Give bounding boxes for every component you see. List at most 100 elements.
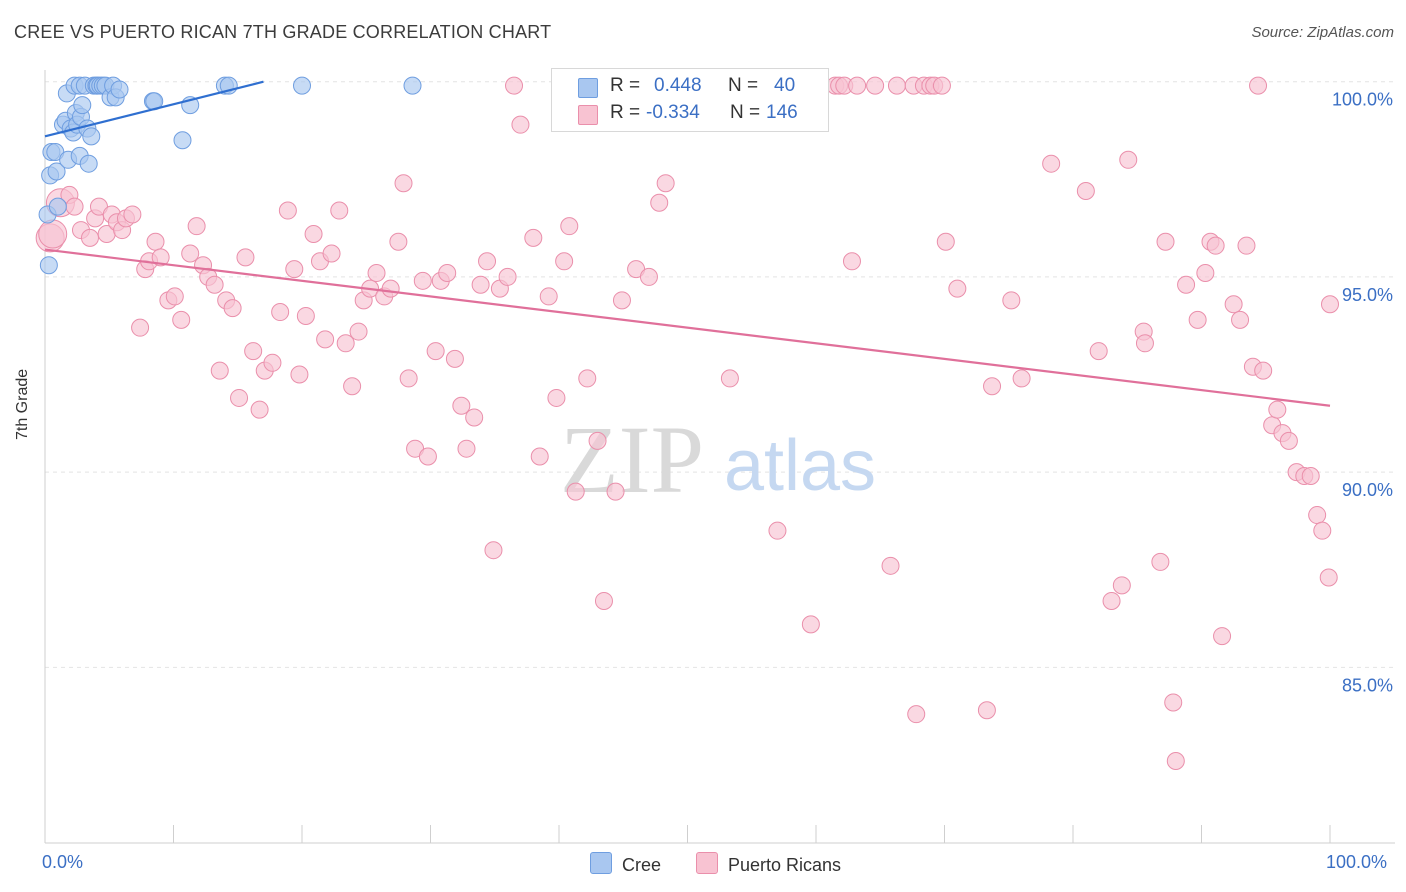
puerto-ricans-point [1268,400,1287,419]
puerto-ricans-point [1151,552,1170,571]
puerto-ricans-point [1213,627,1232,646]
puerto-ricans-point [146,232,165,251]
puerto-ricans-n-value: 146 [766,102,798,123]
x-max-label: 100.0% [1326,852,1388,872]
puerto-ricans-point [1206,236,1225,255]
puerto-ricans-point [250,400,269,419]
n-label: N = [728,75,759,96]
puerto-ricans-point [983,377,1002,396]
cree-point [48,197,67,216]
puerto-ricans-point [38,219,68,249]
puerto-ricans-point [801,615,820,634]
stats-legend: R = 0.448 N = 40 R = -0.334 N = 146 [551,68,829,132]
y-tick-label: 90.0% [1342,480,1393,500]
puerto-ricans-point [381,279,400,298]
cree-legend-swatch [590,852,612,874]
puerto-ricans-point [290,365,309,384]
puerto-ricans-point [465,408,484,427]
puerto-ricans-point [1112,576,1131,595]
puerto-ricans-point [452,396,471,415]
puerto-ricans-point [413,271,432,290]
puerto-ricans-point [316,330,335,349]
y-tick-label: 95.0% [1342,285,1393,305]
puerto-ricans-point [650,193,669,212]
y-tick-label: 100.0% [1332,90,1393,110]
puerto-ricans-point [426,342,445,361]
puerto-ricans-point [131,318,150,337]
puerto-ricans-point [304,224,323,243]
trend-lines [44,80,1331,407]
cree-legend-label: Cree [622,855,662,875]
puerto-ricans-point [1249,76,1268,95]
cree-point [79,154,98,173]
puerto-ricans-point [524,228,543,247]
puerto-ricans-legend-label: Puerto Ricans [728,855,842,875]
cree-point [47,162,66,181]
watermark-zip: ZIP [560,406,704,513]
puerto-ricans-point [907,705,926,724]
x-min-label: 0.0% [42,852,84,872]
cree-swatch [578,78,598,98]
n-label: N = [730,102,761,123]
puerto-ricans-point [1319,568,1338,587]
puerto-ricans-point [399,369,418,388]
r-label: R = [610,75,641,96]
puerto-ricans-point [887,76,906,95]
puerto-ricans-point [367,264,386,283]
puerto-ricans-point [594,591,613,610]
puerto-ricans-point [445,349,464,368]
cree-point [173,131,192,150]
puerto-ricans-point [1102,591,1121,610]
puerto-ricans-point [1076,182,1095,201]
puerto-ricans-point [165,287,184,306]
puerto-ricans-point [588,431,607,450]
y-tick-label: 85.0% [1342,675,1393,695]
cree-point [39,256,58,275]
puerto-ricans-point [720,369,739,388]
puerto-ricans-point [278,201,297,220]
puerto-ricans-point [65,197,84,216]
puerto-ricans-swatch [578,105,598,125]
cree-trend-line [44,80,264,138]
cree-point [293,76,311,95]
puerto-ricans-point [330,201,349,220]
puerto-ricans-point [547,388,566,407]
watermark-atlas: atlas [724,426,876,506]
puerto-ricans-point [1254,361,1273,380]
puerto-ricans-point [539,287,558,306]
puerto-ricans-point [322,244,341,263]
puerto-ricans-point [932,76,951,95]
puerto-ricans-point [236,248,255,267]
puerto-ricans-point [848,76,867,95]
puerto-ricans-point [977,701,996,720]
puerto-ricans-point [948,279,967,298]
puerto-ricans-point [1308,506,1327,525]
puerto-ricans-point [389,232,408,251]
puerto-ricans-point [1321,295,1339,314]
puerto-ricans-point [205,275,224,294]
cree-point [110,80,129,99]
puerto-ricans-point [457,439,476,458]
puerto-ricans-trend-line [44,248,1331,407]
puerto-ricans-point [511,115,530,134]
axes [44,70,1395,844]
puerto-ricans-point [223,299,242,318]
puerto-ricans-point [349,322,368,341]
puerto-ricans-point [1002,291,1021,310]
puerto-ricans-point [768,521,787,540]
puerto-ricans-point [418,447,437,466]
puerto-ricans-point [578,369,597,388]
puerto-ricans-point [471,275,490,294]
puerto-ricans-point [1135,334,1154,353]
watermark: ZIP atlas [560,406,876,513]
puerto-ricans-point [656,174,675,193]
puerto-ricans-point [484,541,503,560]
puerto-ricans-point [172,310,191,329]
puerto-ricans-point [1188,310,1207,329]
y-tick-labels: 100.0% 95.0% 90.0% 85.0% [1332,90,1393,696]
puerto-ricans-point [639,267,658,286]
cree-point [403,76,422,95]
puerto-ricans-r-value: -0.334 [646,102,700,123]
cree-n-value: 40 [774,75,796,96]
